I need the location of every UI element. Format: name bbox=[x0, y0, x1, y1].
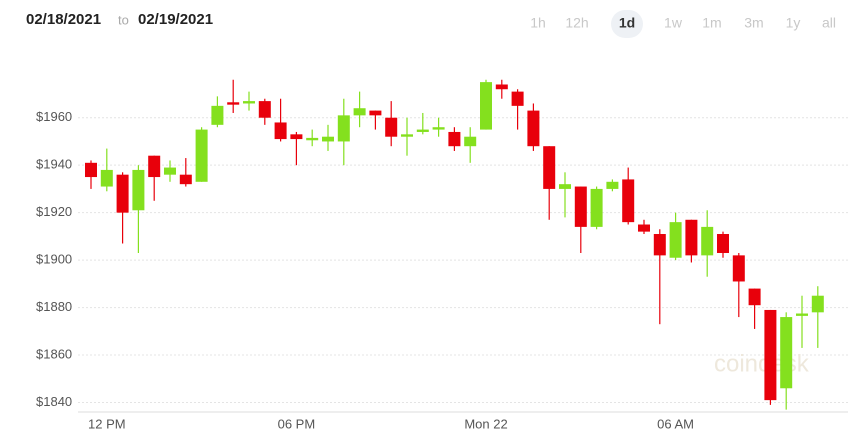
candle-body bbox=[432, 127, 445, 130]
y-tick-label: $1860 bbox=[36, 346, 72, 361]
candle-body bbox=[780, 317, 793, 389]
candle-body bbox=[132, 169, 145, 211]
candle-body bbox=[622, 179, 635, 223]
plot: $1840 $1860 $1880 $1900 $1920 $1940 $1960 coind… bbox=[36, 79, 848, 431]
candle-body bbox=[322, 136, 334, 142]
candle-body bbox=[669, 222, 682, 258]
candle-body bbox=[274, 122, 287, 140]
range-button[interactable]: 3m bbox=[744, 15, 763, 31]
candle-body bbox=[480, 82, 492, 130]
range-button[interactable]: 1m bbox=[702, 15, 721, 31]
candle-body bbox=[369, 110, 382, 116]
candle-body bbox=[527, 110, 540, 147]
candle-body bbox=[116, 174, 129, 213]
candle-body bbox=[353, 108, 366, 116]
y-tick-label: $1920 bbox=[36, 204, 72, 219]
candle-body bbox=[495, 84, 508, 90]
candle-body bbox=[258, 101, 271, 118]
candle-body bbox=[243, 101, 255, 104]
candle-body bbox=[590, 188, 603, 227]
watermark: coindesk bbox=[714, 350, 810, 377]
candle-body bbox=[401, 134, 413, 137]
candle-body bbox=[385, 117, 398, 137]
candle-body bbox=[179, 174, 192, 185]
candle-body bbox=[701, 226, 714, 256]
candle-body bbox=[85, 162, 97, 178]
range-button[interactable]: 12h bbox=[565, 15, 588, 31]
candle-body bbox=[100, 169, 113, 187]
candle-body bbox=[290, 134, 303, 140]
x-tick-label: 06 AM bbox=[657, 416, 694, 431]
candle-body bbox=[685, 219, 698, 256]
x-tick-label: 12 PM bbox=[88, 416, 126, 431]
range-button[interactable]: 1y bbox=[786, 15, 801, 31]
range-highlight bbox=[611, 10, 643, 38]
y-tick-label: $1900 bbox=[36, 252, 72, 267]
date-from: 02/18/2021 bbox=[26, 11, 101, 28]
candle-body bbox=[448, 131, 461, 147]
candle-body bbox=[511, 91, 524, 106]
candle-body bbox=[195, 129, 208, 182]
candle-body bbox=[148, 155, 161, 178]
candle-body bbox=[464, 136, 477, 147]
candle-body bbox=[543, 146, 556, 189]
candle-body bbox=[764, 309, 777, 401]
date-separator: to bbox=[118, 12, 129, 27]
range-button[interactable]: 1d bbox=[619, 15, 635, 31]
range-button[interactable]: all bbox=[822, 15, 836, 31]
candle-body bbox=[574, 186, 587, 227]
y-tick-label: $1940 bbox=[36, 157, 72, 172]
candle-body bbox=[227, 102, 240, 105]
candle-body bbox=[732, 255, 745, 282]
x-tick-label: Mon 22 bbox=[464, 416, 507, 431]
candle-body bbox=[211, 105, 224, 125]
candle-body bbox=[164, 167, 176, 175]
candle-body bbox=[606, 181, 619, 189]
range-selector: 1h 12h 1d 1w 1m 3m 1y all bbox=[530, 10, 836, 38]
candle-body bbox=[717, 234, 729, 253]
candle-body bbox=[337, 115, 350, 142]
candle-body bbox=[796, 313, 808, 316]
candle-body bbox=[638, 224, 650, 232]
y-tick-label: $1840 bbox=[36, 394, 72, 409]
y-tick-label: $1880 bbox=[36, 299, 72, 314]
candle-body bbox=[748, 288, 761, 306]
range-button[interactable]: 1w bbox=[664, 15, 683, 31]
candle-body bbox=[416, 129, 429, 132]
y-tick-label: $1960 bbox=[36, 109, 72, 124]
date-to: 02/19/2021 bbox=[138, 11, 213, 28]
candle-body bbox=[559, 184, 571, 189]
candle-body bbox=[811, 295, 824, 313]
x-tick-label: 06 PM bbox=[278, 416, 316, 431]
range-button[interactable]: 1h bbox=[530, 15, 546, 31]
candle-body bbox=[306, 137, 319, 141]
candle-body bbox=[653, 234, 666, 256]
